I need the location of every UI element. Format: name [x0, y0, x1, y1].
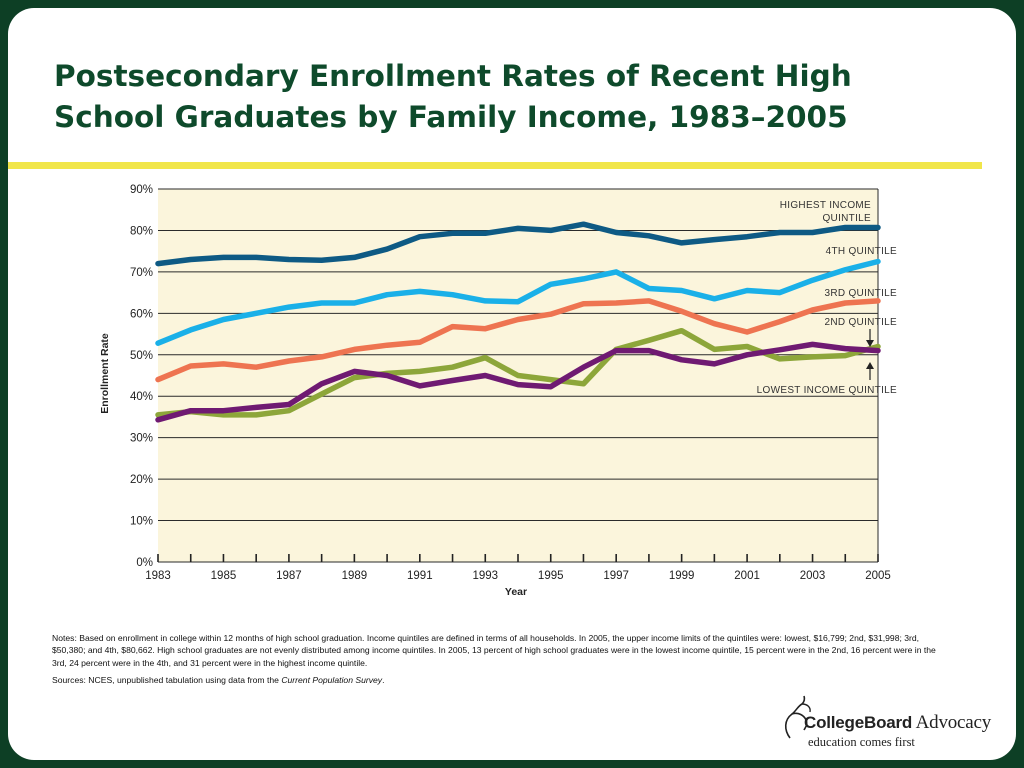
series-line-lowest-income-quintile: [155, 341, 881, 423]
series-line-3rd-quintile: [155, 298, 881, 383]
y-tick-label: 0%: [136, 557, 153, 569]
series-label: QUINTILE: [822, 213, 871, 224]
x-tick-label: 1999: [669, 570, 695, 582]
collegeboard-logo: CollegeBoard Advocacy education comes fi…: [780, 688, 1010, 752]
y-tick-label: 60%: [130, 308, 153, 320]
series-line-4th-quintile: [155, 258, 881, 346]
slide-title: Postsecondary Enrollment Rates of Recent…: [54, 56, 954, 138]
chart-sources: Sources: NCES, unpublished tabulation us…: [52, 674, 952, 686]
y-tick-label: 20%: [130, 474, 153, 486]
y-tick-label: 80%: [130, 225, 153, 237]
x-tick-label: 1997: [603, 570, 629, 582]
series-label: 4TH QUINTILE: [826, 246, 897, 257]
arrow-2nd-quintile-head: [866, 340, 874, 347]
x-tick-label: 1995: [538, 570, 564, 582]
x-tick-label: 1991: [407, 570, 433, 582]
x-tick-label: 1983: [145, 570, 171, 582]
logo-wordmark: CollegeBoard Advocacy: [804, 712, 991, 734]
series-label: 2ND QUINTILE: [824, 317, 897, 328]
y-tick-label: 10%: [130, 516, 153, 528]
y-tick-label: 70%: [130, 267, 153, 279]
title-line-2: School Graduates by Family Income, 1983–…: [54, 100, 848, 134]
y-tick-label: 50%: [130, 350, 153, 362]
series-label: HIGHEST INCOME: [780, 200, 871, 211]
chart-notes: Notes: Based on enrollment in college wi…: [52, 633, 936, 668]
series-label: 3RD QUINTILE: [824, 288, 897, 299]
y-axis-title: Enrollment Rate: [99, 333, 111, 414]
x-axis-title: Year: [505, 586, 527, 598]
sources-suffix: .: [382, 675, 385, 685]
x-tick-label: 1987: [276, 570, 302, 582]
sources-italic: Current Population Survey: [281, 675, 383, 685]
logo-tagline: education comes first: [808, 735, 915, 749]
y-tick-label: 30%: [130, 433, 153, 445]
y-tick-label: 90%: [130, 184, 153, 196]
x-tick-label: 2005: [865, 570, 891, 582]
acorn-logo-icon: [784, 695, 811, 739]
arrow-lowest-quintile-head: [866, 362, 874, 369]
logo-wordmark-light: Advocacy: [912, 712, 992, 733]
title-underline: [8, 162, 982, 169]
sources-prefix: Sources: NCES, unpublished tabulation us…: [52, 675, 282, 685]
x-tick-label: 2003: [800, 570, 826, 582]
title-line-1: Postsecondary Enrollment Rates of Recent…: [54, 59, 852, 93]
y-tick-label: 40%: [130, 391, 153, 403]
x-tick-label: 1989: [342, 570, 368, 582]
x-tick-label: 2001: [734, 570, 760, 582]
series-label: LOWEST INCOME QUINTILE: [757, 385, 897, 396]
x-tick-label: 1985: [211, 570, 237, 582]
series-line-highest-income-quintile: [155, 221, 881, 267]
x-tick-label: 1993: [472, 570, 498, 582]
logo-wordmark-bold: CollegeBoard: [804, 713, 913, 732]
